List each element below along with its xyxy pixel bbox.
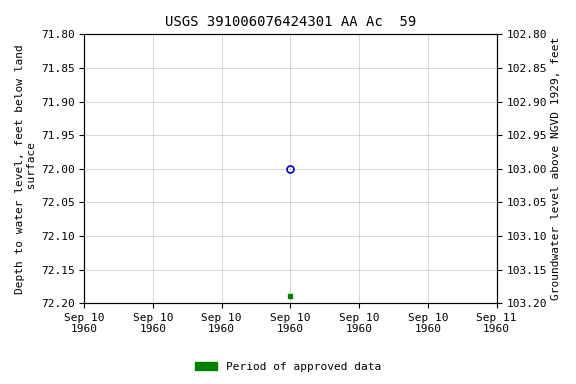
Legend: Period of approved data: Period of approved data: [191, 358, 385, 377]
Y-axis label: Depth to water level, feet below land
 surface: Depth to water level, feet below land su…: [15, 44, 37, 294]
Title: USGS 391006076424301 AA Ac  59: USGS 391006076424301 AA Ac 59: [165, 15, 416, 29]
Y-axis label: Groundwater level above NGVD 1929, feet: Groundwater level above NGVD 1929, feet: [551, 37, 561, 300]
